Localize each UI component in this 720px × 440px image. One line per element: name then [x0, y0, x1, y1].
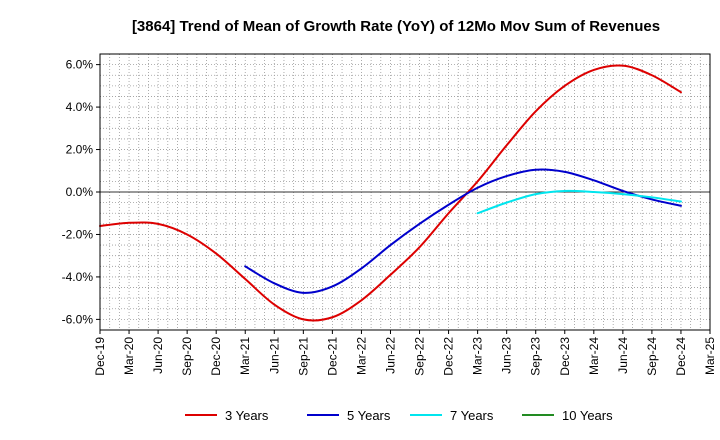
x-tick-label: Sep-20	[180, 337, 194, 376]
x-tick-label: Jun-23	[500, 337, 514, 374]
x-tick-label: Mar-23	[471, 337, 485, 375]
legend-label-5-years: 5 Years	[347, 408, 391, 423]
x-tick-label: Jun-24	[616, 337, 630, 374]
y-tick-label: 2.0%	[66, 143, 94, 157]
x-tick-label: Mar-25	[703, 337, 717, 375]
x-tick-label: Dec-22	[442, 337, 456, 376]
x-tick-label: Mar-20	[122, 337, 136, 375]
series-line-5-years	[244, 168, 682, 294]
x-tick-label: Sep-23	[529, 337, 543, 376]
x-tick-label: Jun-22	[383, 337, 397, 374]
x-axis-ticks: Dec-19 Mar-20 Jun-20 Sep-20 Dec-20 Mar-21 Jun-…	[93, 330, 717, 376]
legend-label-7-years: 7 Years	[450, 408, 494, 423]
legend-label-10-years: 10 Years	[562, 408, 613, 423]
y-tick-label: 6.0%	[66, 58, 94, 72]
x-tick-label: Sep-21	[296, 337, 310, 376]
y-tick-label: 0.0%	[66, 185, 94, 199]
x-tick-label: Dec-23	[558, 337, 572, 376]
legend: 3 Years 5 Years 7 Years 10 Years	[185, 408, 613, 423]
series-line-7-years	[476, 189, 682, 215]
x-tick-label: Dec-21	[325, 337, 339, 376]
x-tick-label: Dec-20	[209, 337, 223, 376]
series-lines	[99, 64, 682, 322]
series-line-3-years	[99, 64, 682, 322]
x-tick-label: Jun-20	[151, 337, 165, 374]
grid	[100, 54, 710, 330]
x-tick-label: Sep-24	[645, 337, 659, 376]
x-tick-label: Sep-22	[413, 337, 427, 376]
y-tick-label: -6.0%	[62, 312, 94, 326]
y-tick-label: 4.0%	[66, 100, 94, 114]
y-axis-ticks: -6.0% -4.0% -2.0% 0.0% 2.0% 4.0% 6.0%	[62, 58, 100, 326]
x-tick-label: Dec-24	[674, 337, 688, 376]
x-tick-label: Mar-22	[354, 337, 368, 375]
x-tick-label: Jun-21	[267, 337, 281, 374]
chart-title: [3864] Trend of Mean of Growth Rate (YoY…	[132, 18, 660, 35]
y-tick-label: -2.0%	[62, 227, 94, 241]
legend-label-3-years: 3 Years	[225, 408, 269, 423]
y-tick-label: -4.0%	[62, 270, 94, 284]
x-tick-label: Mar-21	[238, 337, 252, 375]
x-tick-label: Mar-24	[587, 337, 601, 375]
x-tick-label: Dec-19	[93, 337, 107, 376]
